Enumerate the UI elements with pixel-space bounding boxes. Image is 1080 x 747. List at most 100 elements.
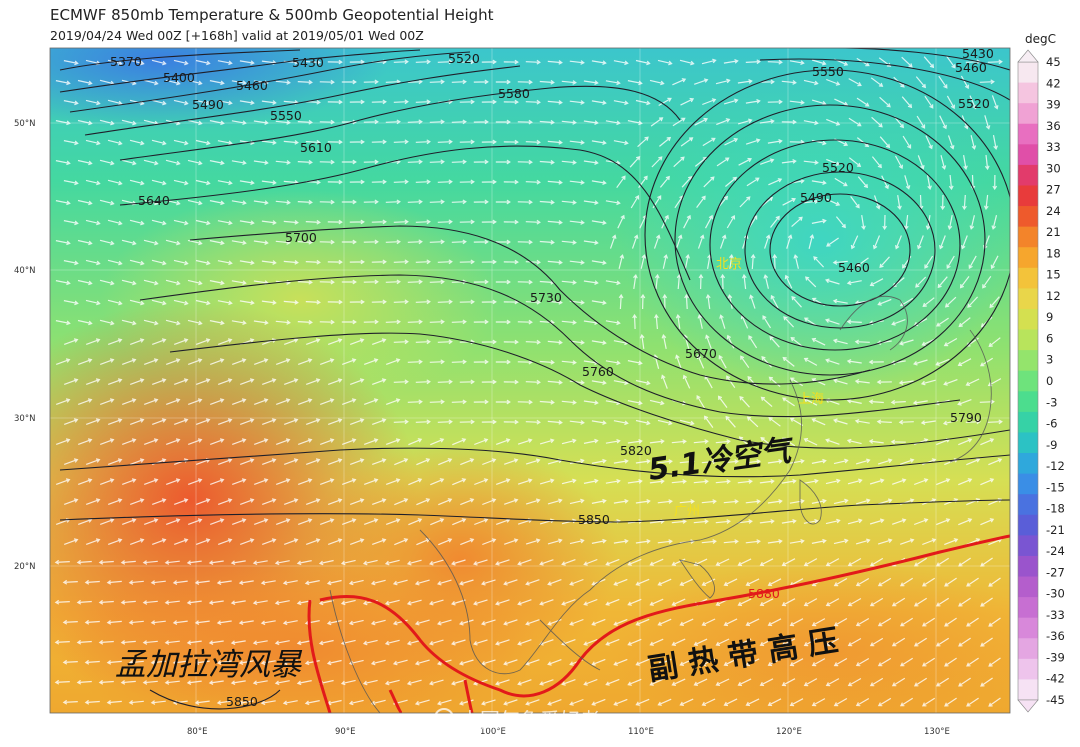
wind-arrow <box>847 597 862 607</box>
wind-arrow <box>143 319 159 326</box>
wind-arrow <box>583 598 598 606</box>
wind-arrow <box>85 99 101 106</box>
wind-arrow <box>363 119 379 125</box>
wind-arrow <box>958 597 971 607</box>
wind-arrow <box>741 273 747 290</box>
wind-arrow <box>327 498 343 505</box>
wind-arrow <box>683 214 691 229</box>
wind-arrow <box>547 140 563 145</box>
wind-arrow <box>173 538 189 545</box>
wind-arrow <box>547 659 562 666</box>
colorbar-tick: 27 <box>1046 183 1061 197</box>
wind-arrow <box>904 175 911 190</box>
wind-arrow <box>846 319 862 325</box>
wind-arrow <box>318 639 334 646</box>
wind-arrow <box>705 294 711 309</box>
wind-arrow <box>209 320 225 326</box>
wind-arrow <box>944 617 957 627</box>
wind-arrow <box>525 219 541 225</box>
wind-arrow <box>649 439 665 444</box>
wind-arrow <box>253 200 269 205</box>
wind-arrow <box>679 618 694 626</box>
colorbar-tick: -33 <box>1046 608 1065 622</box>
wind-arrow <box>99 199 115 206</box>
wind-arrow <box>385 119 401 125</box>
wind-arrow <box>724 138 739 146</box>
wind-arrow <box>957 358 972 367</box>
wind-arrow <box>703 176 715 188</box>
wind-arrow <box>283 260 299 265</box>
wind-arrow <box>854 339 870 345</box>
wind-arrow <box>297 159 313 165</box>
colorbar-swatch <box>1018 514 1038 536</box>
wind-arrow <box>517 359 533 365</box>
wind-arrow <box>966 617 979 627</box>
wind-arrow <box>723 58 739 64</box>
wind-arrow <box>992 174 998 191</box>
wind-arrow <box>561 478 577 485</box>
wind-arrow <box>547 260 563 265</box>
wind-arrow <box>539 599 554 606</box>
wind-arrow <box>473 359 489 365</box>
wind-arrow <box>767 698 782 707</box>
wind-arrow <box>701 578 716 586</box>
wind-arrow <box>473 199 489 205</box>
wind-arrow <box>429 559 444 566</box>
wind-arrow <box>605 558 620 566</box>
wind-arrow <box>661 374 668 389</box>
wind-arrow <box>657 59 673 66</box>
colorbar-swatch <box>1018 82 1038 104</box>
wind-arrow <box>143 478 159 485</box>
contour-label: 5730 <box>530 290 562 305</box>
wind-arrow <box>415 59 431 65</box>
wind-arrow <box>76 679 92 685</box>
wind-arrow <box>253 320 269 325</box>
wind-arrow <box>98 679 114 685</box>
wind-arrow <box>894 155 903 170</box>
wind-arrow <box>525 538 541 545</box>
wind-arrow <box>679 59 695 66</box>
wind-arrow <box>349 139 365 145</box>
wind-arrow <box>591 698 606 706</box>
wind-arrow <box>150 620 166 625</box>
wind-arrow <box>151 99 167 106</box>
wind-arrow <box>231 80 247 86</box>
wind-arrow <box>745 59 761 65</box>
wind-arrow <box>649 399 665 406</box>
wind-arrow <box>944 697 957 707</box>
wind-arrow <box>370 699 386 706</box>
wind-arrow <box>547 380 563 385</box>
wind-arrow <box>99 398 115 405</box>
wind-arrow <box>684 293 689 310</box>
wind-arrow <box>371 99 387 105</box>
wind-arrow <box>855 458 871 465</box>
wind-arrow <box>679 419 695 426</box>
wind-arrow <box>261 498 277 505</box>
wind-arrow <box>723 658 738 667</box>
wind-arrow <box>341 199 357 205</box>
wind-arrow <box>429 119 445 125</box>
wind-arrow <box>481 99 497 105</box>
wind-arrow <box>371 179 387 185</box>
wind-arrow <box>260 620 276 626</box>
wind-arrow <box>384 639 400 646</box>
wind-arrow <box>437 619 452 626</box>
wind-arrow <box>55 280 71 286</box>
wind-arrow <box>613 538 629 544</box>
wind-arrow <box>165 358 181 365</box>
wind-arrow <box>231 518 247 525</box>
wind-arrow <box>848 117 862 127</box>
wind-arrow <box>968 255 977 270</box>
wind-arrow <box>459 379 475 385</box>
wind-arrow <box>696 195 706 208</box>
wind-arrow <box>385 239 401 245</box>
wind-arrow <box>759 119 775 124</box>
wind-arrow <box>481 219 497 225</box>
wind-arrow <box>781 518 797 524</box>
wind-arrow <box>637 136 649 148</box>
contour-label: 5850 <box>578 512 610 527</box>
wind-arrow <box>891 597 906 607</box>
wind-arrow <box>984 154 990 171</box>
wind-arrow <box>503 299 519 305</box>
